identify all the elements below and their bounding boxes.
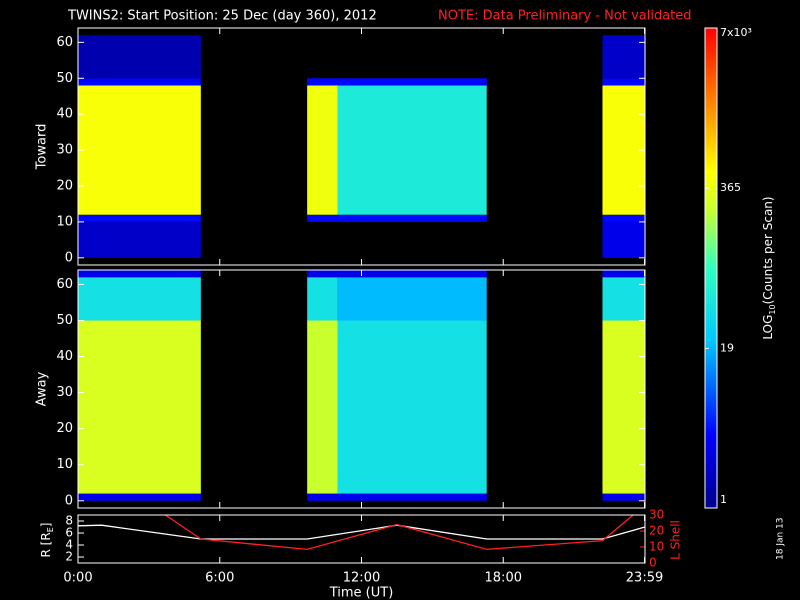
heatmap-cell xyxy=(78,493,201,501)
y2-tick-label: 10 xyxy=(649,540,664,554)
heatmap-cell xyxy=(78,85,201,215)
y-tick-label: 30 xyxy=(56,143,73,158)
y-tick-label: 40 xyxy=(56,349,73,364)
heatmap-cell xyxy=(602,277,645,321)
heatmap-cell xyxy=(337,214,487,222)
heatmap-cell xyxy=(602,270,645,278)
colorbar-label-part: 10 xyxy=(768,304,777,314)
heatmap-cell xyxy=(337,493,487,501)
y2-tick-label: 30 xyxy=(649,508,664,522)
y-axis-label-part: E xyxy=(46,527,55,532)
y-axis-label-part: R [R xyxy=(39,532,53,557)
y-tick-label: 10 xyxy=(56,214,73,229)
heatmap-cell xyxy=(78,221,201,258)
y2-tick-label: 0 xyxy=(649,556,657,570)
heatmap-cell xyxy=(78,214,201,222)
y-tick-label: 6 xyxy=(65,526,73,540)
heatmap-cell xyxy=(307,214,338,222)
heatmap-cell xyxy=(78,270,201,278)
y-tick-label: 30 xyxy=(56,385,73,400)
title: TWINS2: Start Position: 25 Dec (day 360)… xyxy=(67,9,377,24)
heatmap-cell xyxy=(602,320,645,494)
y-axis-label: Away xyxy=(35,371,50,406)
heatmap-cell xyxy=(337,277,487,321)
heatmap-cell xyxy=(602,221,645,258)
heatmap-cell xyxy=(307,85,338,215)
x-tick-label: 18:00 xyxy=(485,571,522,586)
y-axis-label-part: ] xyxy=(39,523,53,528)
heatmap-cell xyxy=(602,493,645,501)
y-tick-label: 50 xyxy=(56,313,73,328)
x-axis-label: Time (UT) xyxy=(329,586,394,600)
heatmap-cell xyxy=(602,85,645,215)
y-tick-label: 0 xyxy=(65,493,73,508)
x-tick-label: 6:00 xyxy=(205,571,234,586)
y-axis-label: R [RE] xyxy=(39,523,56,558)
y-tick-label: 40 xyxy=(56,107,73,122)
line-series xyxy=(78,524,645,540)
heatmap-cell xyxy=(78,277,201,321)
colorbar-tick-label: 7x10³ xyxy=(720,26,752,39)
heatmap-cell xyxy=(602,214,645,222)
y-axis-label: Toward xyxy=(35,124,50,171)
heatmap-cell xyxy=(307,78,338,86)
colorbar-tick-label: 19 xyxy=(720,341,734,354)
heatmap-cell xyxy=(337,78,487,86)
heatmap-cell xyxy=(307,277,338,321)
heatmap-cell xyxy=(337,270,487,278)
heatmap-cell xyxy=(78,320,201,494)
y-tick-label: 20 xyxy=(56,421,73,436)
y-tick-label: 60 xyxy=(56,35,73,50)
y-tick-label: 0 xyxy=(65,250,73,265)
heatmap-cell xyxy=(337,85,487,215)
y-tick-label: 50 xyxy=(56,71,73,86)
x-tick-label: 0:00 xyxy=(63,571,92,586)
colorbar-tick-label: 365 xyxy=(720,181,741,194)
y-tick-label: 4 xyxy=(65,538,73,552)
colorbar-tick-label: 1 xyxy=(720,493,727,506)
y-tick-label: 8 xyxy=(65,514,73,528)
colorbar-label: LOG10(Counts per Scan) xyxy=(761,196,778,339)
y-tick-label: 60 xyxy=(56,277,73,292)
heatmap-cell xyxy=(78,78,201,86)
x-tick-label: 12:00 xyxy=(343,571,380,586)
heatmap-cell xyxy=(307,493,338,501)
heatmap-cell xyxy=(78,35,201,79)
colorbar-label-part: LOG xyxy=(761,315,775,340)
y-tick-label: 2 xyxy=(65,550,73,564)
colorbar xyxy=(704,27,718,509)
footer: 18 Jan 13 xyxy=(776,518,786,561)
heatmap-cell xyxy=(307,270,338,278)
y2-axis-label: L Shell xyxy=(669,520,683,560)
x-tick-label: 23:59 xyxy=(626,571,663,586)
line-series xyxy=(165,515,634,551)
note: NOTE: Data Preliminary - Not validated xyxy=(438,9,692,24)
heatmap-cell xyxy=(337,320,487,494)
heatmap-cell xyxy=(602,78,645,86)
colorbar-label-part: (Counts per Scan) xyxy=(761,196,775,304)
y-tick-label: 10 xyxy=(56,457,73,472)
y2-tick-label: 20 xyxy=(649,524,664,538)
heatmap-cell xyxy=(307,320,338,494)
y-tick-label: 20 xyxy=(56,179,73,194)
heatmap-cell xyxy=(602,35,645,79)
